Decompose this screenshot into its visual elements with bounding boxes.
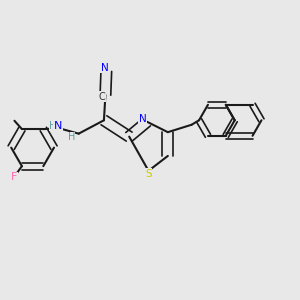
Text: N: N [139, 114, 146, 124]
Text: N: N [101, 63, 109, 73]
Text: H: H [68, 132, 75, 142]
Text: N: N [54, 121, 62, 131]
Text: C: C [98, 92, 105, 101]
Text: S: S [145, 169, 152, 179]
Text: H: H [49, 121, 56, 131]
Text: F: F [11, 172, 17, 182]
